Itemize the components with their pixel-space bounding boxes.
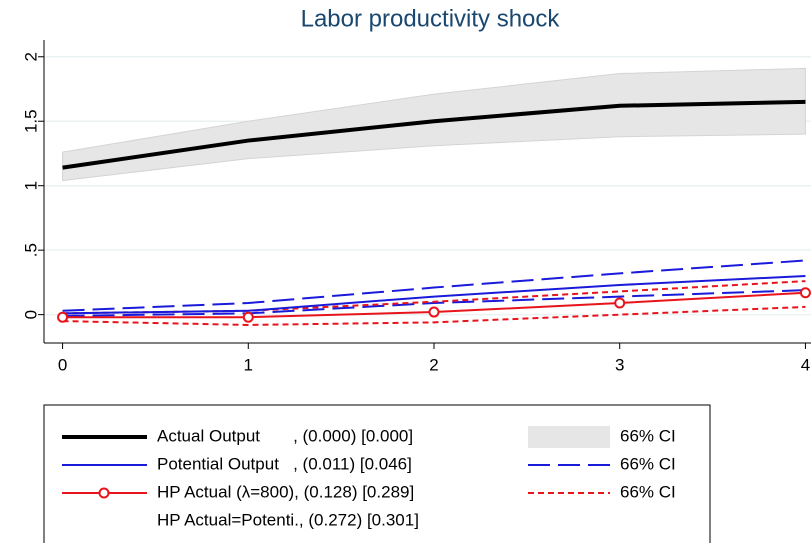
y-tick-label: 1 xyxy=(21,181,40,190)
y-tick-label: 0 xyxy=(21,310,40,319)
legend-label: 66% CI xyxy=(620,482,676,501)
marker xyxy=(57,311,69,323)
series-line xyxy=(62,274,806,315)
legend-label: Potential Output , (0.011) [0.046] xyxy=(157,454,412,473)
legend-marker xyxy=(98,487,110,499)
legend-label: 66% CI xyxy=(620,426,676,445)
ci-line xyxy=(62,305,806,326)
x-tick-label: 2 xyxy=(429,355,438,374)
series-line xyxy=(62,99,806,170)
legend-label: Actual Output , (0.000) [0.000] xyxy=(157,426,413,445)
ci-band xyxy=(62,67,806,182)
x-tick-label: 3 xyxy=(615,355,624,374)
legend-label: 66% CI xyxy=(620,454,676,473)
marker xyxy=(242,311,254,323)
x-tick-label: 4 xyxy=(801,355,810,374)
marker xyxy=(799,287,811,299)
marker xyxy=(614,297,626,309)
legend-note: HP Actual=Potenti., (0.272) [0.301] xyxy=(157,510,419,529)
legend-key xyxy=(528,426,610,448)
x-tick-label: 1 xyxy=(244,355,253,374)
legend-label: HP Actual (λ=800), (0.128) [0.289] xyxy=(157,482,414,501)
chart-title: Labor productivity shock xyxy=(301,5,561,32)
x-tick-label: 0 xyxy=(58,355,67,374)
ci-line xyxy=(62,259,806,312)
ci-line xyxy=(62,289,806,317)
y-tick-label: 1.5 xyxy=(21,109,40,133)
y-tick-label: .5 xyxy=(21,243,40,257)
marker xyxy=(428,306,440,318)
y-tick-label: 2 xyxy=(21,52,40,61)
